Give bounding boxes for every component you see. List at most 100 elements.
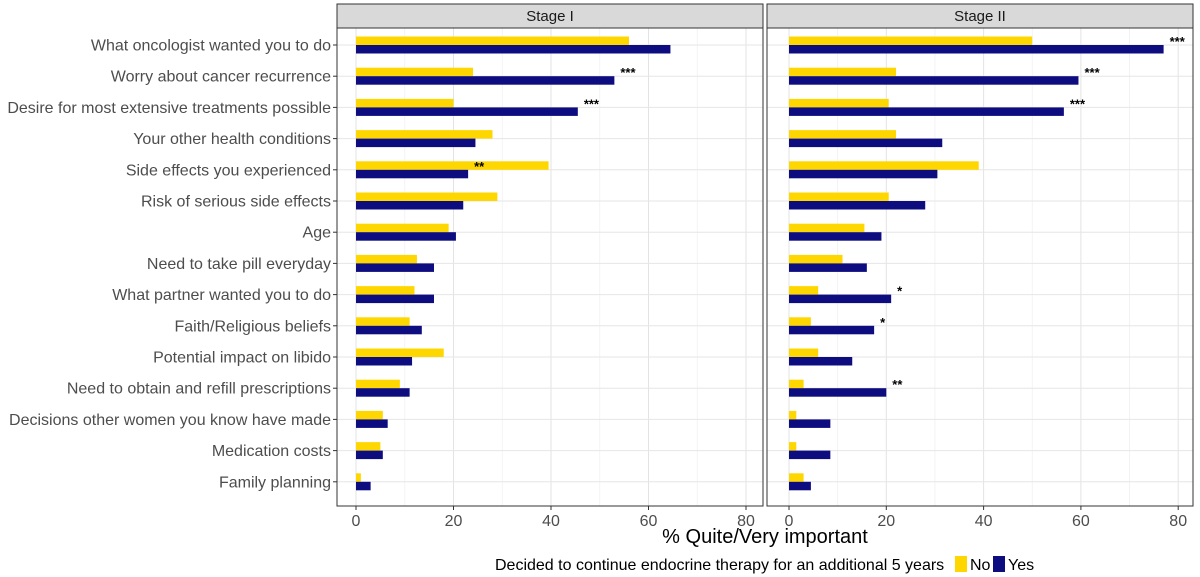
bar-yes (789, 450, 831, 460)
bar-yes (356, 76, 615, 85)
legend-swatch-no (955, 556, 967, 572)
bar-yes (356, 232, 456, 241)
bar-no (789, 192, 889, 201)
category-label: Desire for most extensive treatments pos… (7, 100, 331, 117)
x-tick-label: 80 (737, 513, 755, 530)
bar-no (789, 317, 811, 326)
bar-no (789, 161, 979, 170)
bar-no (789, 286, 819, 295)
x-tick-label: 20 (877, 513, 895, 530)
bar-no (789, 379, 804, 389)
category-label: What oncologist wanted you to do (91, 38, 331, 55)
bar-yes (789, 357, 853, 366)
bar-no (789, 410, 797, 420)
category-label: Need to take pill everyday (147, 256, 331, 273)
bar-yes (789, 325, 875, 335)
bar-no (356, 130, 493, 139)
legend-title: Decided to continue endocrine therapy fo… (495, 557, 944, 574)
significance-marker: *** (1170, 34, 1186, 49)
bar-no (789, 67, 897, 77)
panel-border (336, 27, 764, 507)
bar-yes (789, 481, 811, 491)
bar-yes (356, 201, 464, 210)
bar-yes (789, 388, 887, 397)
bar-no (356, 473, 361, 482)
bar-yes (356, 325, 422, 335)
panel-1: Stage I********0 20 40 60 80 (336, 3, 764, 530)
panel-title: Stage I (526, 8, 574, 25)
bar-no (356, 442, 381, 451)
bar-yes (789, 419, 831, 428)
bar-yes (789, 169, 938, 179)
bar-yes (356, 481, 371, 491)
x-tick-label: 60 (640, 513, 658, 530)
bar-yes (356, 169, 469, 179)
panel-border (766, 27, 1194, 507)
bar-no (356, 379, 400, 389)
bar-yes (356, 107, 578, 116)
bar-no (356, 192, 498, 201)
bar-no (789, 254, 843, 264)
x-tick-label: 40 (542, 513, 560, 530)
category-label: Age (303, 225, 332, 242)
bar-yes (789, 232, 882, 241)
category-label: Worry about cancer recurrence (111, 69, 331, 86)
category-label: Need to obtain and refill prescriptions (67, 381, 331, 398)
bar-yes (356, 45, 671, 54)
bar-yes (356, 138, 476, 148)
bar-no (356, 161, 549, 170)
bar-no (356, 223, 449, 233)
significance-marker: *** (584, 96, 600, 111)
bar-no (356, 254, 417, 264)
x-tick-label: 20 (445, 513, 463, 530)
bar-no (789, 98, 889, 108)
bar-yes (356, 450, 383, 460)
x-tick-label: 0 (785, 513, 794, 530)
category-label: Risk of serious side effects (141, 194, 331, 211)
category-label: Medication costs (212, 443, 331, 460)
category-label: Family planning (219, 474, 331, 491)
bar-no (356, 67, 473, 77)
significance-marker: ** (474, 159, 485, 174)
category-label: Side effects you experienced (126, 162, 331, 179)
significance-marker: ** (892, 377, 903, 392)
bar-yes (789, 201, 926, 210)
bar-no (356, 317, 410, 326)
x-axis-title: % Quite/Very important (662, 526, 868, 548)
category-label: What partner wanted you to do (112, 287, 331, 304)
panel-strip (336, 3, 764, 29)
bar-yes (356, 357, 413, 366)
legend: Decided to continue endocrine therapy fo… (495, 556, 1034, 574)
bar-no (789, 473, 804, 482)
significance-marker: *** (1084, 65, 1100, 80)
panel-strip (766, 3, 1194, 29)
x-tick-label: 60 (1072, 513, 1090, 530)
legend-swatch-yes (993, 556, 1005, 572)
bar-yes (789, 138, 943, 148)
bar-yes (789, 76, 1079, 85)
bar-no (789, 223, 865, 233)
legend-label-yes: Yes (1008, 557, 1034, 574)
x-tick-label: 40 (975, 513, 993, 530)
bar-no (789, 348, 819, 357)
significance-marker: * (880, 315, 886, 330)
significance-marker: * (897, 284, 903, 299)
category-label: Decisions other women you know have made (9, 412, 331, 429)
bar-no (356, 348, 444, 357)
bar-no (356, 286, 415, 295)
significance-marker: *** (620, 65, 636, 80)
bar-no (356, 98, 454, 108)
bar-yes (789, 45, 1164, 54)
bar-yes (356, 294, 434, 304)
x-tick-label: 80 (1169, 513, 1187, 530)
legend-label-no: No (970, 557, 991, 574)
bar-no (789, 130, 897, 139)
bar-no (789, 36, 1033, 45)
bar-yes (789, 263, 867, 272)
category-labels: What oncologist wanted you to do Worry ab… (7, 38, 337, 491)
bar-no (356, 410, 383, 420)
category-label: Potential impact on libido (153, 350, 331, 367)
bar-no (789, 442, 797, 451)
